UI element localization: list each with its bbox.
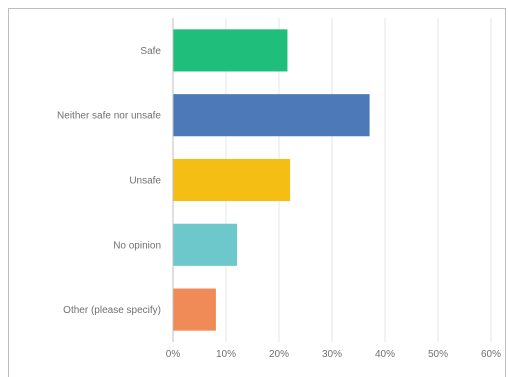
x-tick-label: 20% — [269, 349, 289, 360]
category-label: Neither safe nor unsafe — [57, 111, 161, 122]
bars — [173, 29, 370, 331]
category-label: Unsafe — [129, 176, 161, 187]
x-tick-label: 0% — [166, 349, 181, 360]
category-label: Other (please specify) — [63, 305, 161, 316]
x-tick-label: 50% — [428, 349, 448, 360]
x-tick-label: 40% — [375, 349, 395, 360]
category-label: Safe — [140, 46, 161, 57]
x-tick-label: 60% — [481, 349, 501, 360]
bar — [173, 223, 238, 266]
x-tick-label: 30% — [322, 349, 342, 360]
bar — [173, 29, 288, 72]
x-tick-label: 10% — [216, 349, 236, 360]
category-label: No opinion — [113, 240, 161, 251]
category-labels: Safe Neither safe nor unsafe Unsafe No opin… — [57, 46, 161, 316]
x-tick-labels: 0% 10% 20% 30% 40% 50% 60% — [166, 349, 501, 360]
bar — [173, 158, 291, 202]
bar — [173, 288, 216, 331]
bar — [173, 94, 370, 137]
